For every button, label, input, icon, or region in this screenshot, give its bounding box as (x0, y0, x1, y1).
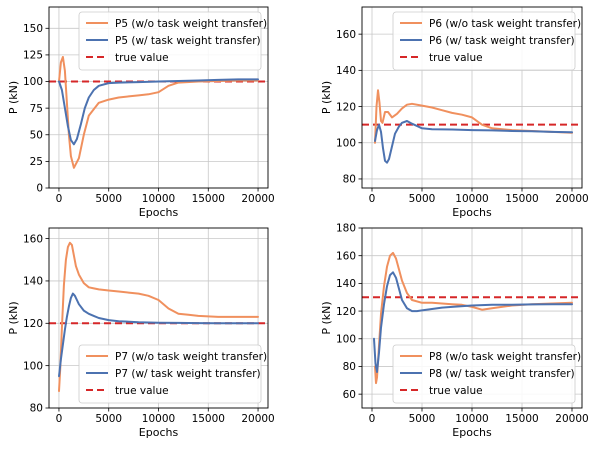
y-tick-label: 0 (36, 183, 43, 195)
series-line-with-transfer (58, 292, 259, 378)
legend: P7 (w/o task weight transfer) P7 (w/ task… (78, 344, 267, 404)
x-axis-label: Epochs (452, 206, 492, 219)
chart-panel-1: 0 5000 10000 15000 20000 0 25 50 75 100 125 150 Epoc… (7, 6, 275, 219)
x-axis-label: Epochs (139, 206, 179, 219)
chart-panel-3: 0 5000 10000 15000 20000 80 100 120 140 160 Epochs… (7, 227, 275, 439)
legend: P6 (w/o task weight transfer) P6 (w/ task… (392, 11, 581, 71)
x-tick-label: 20000 (555, 413, 588, 425)
x-tick-label: 20000 (241, 193, 274, 205)
legend-entry-label: P6 (w/ task weight transfer) (429, 35, 575, 47)
x-tick-label: 15000 (505, 193, 538, 205)
x-tick-label: 0 (369, 193, 376, 205)
y-axis-label: P (kN) (320, 301, 333, 334)
legend-entry-label: true value (115, 385, 169, 397)
x-tick-label: 5000 (95, 413, 122, 425)
x-tick-label: 0 (369, 413, 376, 425)
x-axis-label: Epochs (452, 426, 492, 439)
legend-entry-label: true value (429, 385, 483, 397)
legend-entry-label: P5 (w/o task weight transfer) (115, 18, 267, 30)
y-tick-label: 150 (23, 23, 43, 35)
y-tick-label: 80 (30, 403, 43, 415)
x-tick-label: 15000 (192, 413, 225, 425)
series-line-without-transfer (374, 89, 573, 144)
x-axis-label: Epochs (139, 426, 179, 439)
y-tick-label: 120 (336, 306, 356, 318)
y-tick-label: 160 (336, 29, 356, 41)
y-tick-label: 120 (336, 101, 356, 113)
series-line-without-transfer (58, 56, 259, 169)
legend: P8 (w/o task weight transfer) P8 (w/ task… (392, 344, 581, 404)
legend-box (392, 11, 576, 71)
legend-box (78, 344, 262, 404)
y-tick-label: 50 (30, 129, 43, 141)
legend-entry-label: P8 (w/ task weight transfer) (429, 368, 575, 380)
legend-entry-label: P8 (w/o task weight transfer) (429, 351, 581, 363)
y-axis-label: P (kN) (320, 81, 333, 114)
x-tick-label: 20000 (555, 193, 588, 205)
y-tick-label: 25 (30, 156, 43, 168)
chart-panel-4: 0 5000 10000 15000 20000 60 80 100 120 140 160 180 E… (320, 223, 589, 439)
legend: P5 (w/o task weight transfer) P5 (w/ task… (78, 11, 267, 71)
y-tick-label: 100 (23, 360, 43, 372)
legend-entry-label: P6 (w/o task weight transfer) (429, 18, 581, 30)
y-tick-label: 100 (23, 76, 43, 88)
x-tick-label: 10000 (455, 413, 488, 425)
x-tick-label: 15000 (505, 413, 538, 425)
y-tick-label: 120 (23, 318, 43, 330)
x-tick-label: 10000 (142, 193, 175, 205)
series-line-with-transfer (373, 271, 573, 373)
y-tick-label: 80 (343, 174, 356, 186)
y-tick-label: 140 (336, 278, 356, 290)
x-tick-label: 5000 (409, 413, 436, 425)
y-tick-label: 125 (23, 50, 43, 62)
legend-entry-label: P7 (w/ task weight transfer) (115, 368, 261, 380)
series-line-without-transfer (374, 251, 573, 385)
legend-entry-label: P7 (w/o task weight transfer) (115, 351, 267, 363)
y-tick-label: 140 (23, 276, 43, 288)
x-tick-label: 15000 (192, 193, 225, 205)
y-tick-label: 80 (343, 361, 356, 373)
y-tick-label: 180 (336, 223, 356, 235)
x-tick-label: 0 (56, 413, 63, 425)
y-tick-label: 75 (30, 103, 43, 115)
series-line-with-transfer (58, 78, 259, 146)
y-tick-label: 160 (336, 250, 356, 262)
series-line-without-transfer (58, 241, 259, 393)
x-tick-label: 5000 (95, 193, 122, 205)
legend-entry-label: true value (429, 52, 483, 64)
y-tick-label: 100 (336, 333, 356, 345)
legend-entry-label: true value (115, 52, 169, 64)
y-axis-label: P (kN) (7, 81, 20, 114)
y-axis-label: P (kN) (7, 301, 20, 334)
x-tick-label: 10000 (142, 413, 175, 425)
y-tick-label: 60 (343, 389, 356, 401)
series-line-with-transfer (374, 120, 573, 164)
x-tick-label: 0 (56, 193, 63, 205)
y-tick-label: 100 (336, 137, 356, 149)
x-tick-label: 10000 (455, 193, 488, 205)
y-tick-label: 160 (23, 233, 43, 245)
x-tick-label: 20000 (241, 413, 274, 425)
x-tick-label: 5000 (409, 193, 436, 205)
legend-box (78, 11, 262, 71)
legend-entry-label: P5 (w/ task weight transfer) (115, 35, 261, 47)
y-tick-label: 140 (336, 65, 356, 77)
chart-panel-2: 0 5000 10000 15000 20000 80 100 120 140 160 Epochs… (320, 6, 589, 219)
legend-box (392, 344, 576, 404)
